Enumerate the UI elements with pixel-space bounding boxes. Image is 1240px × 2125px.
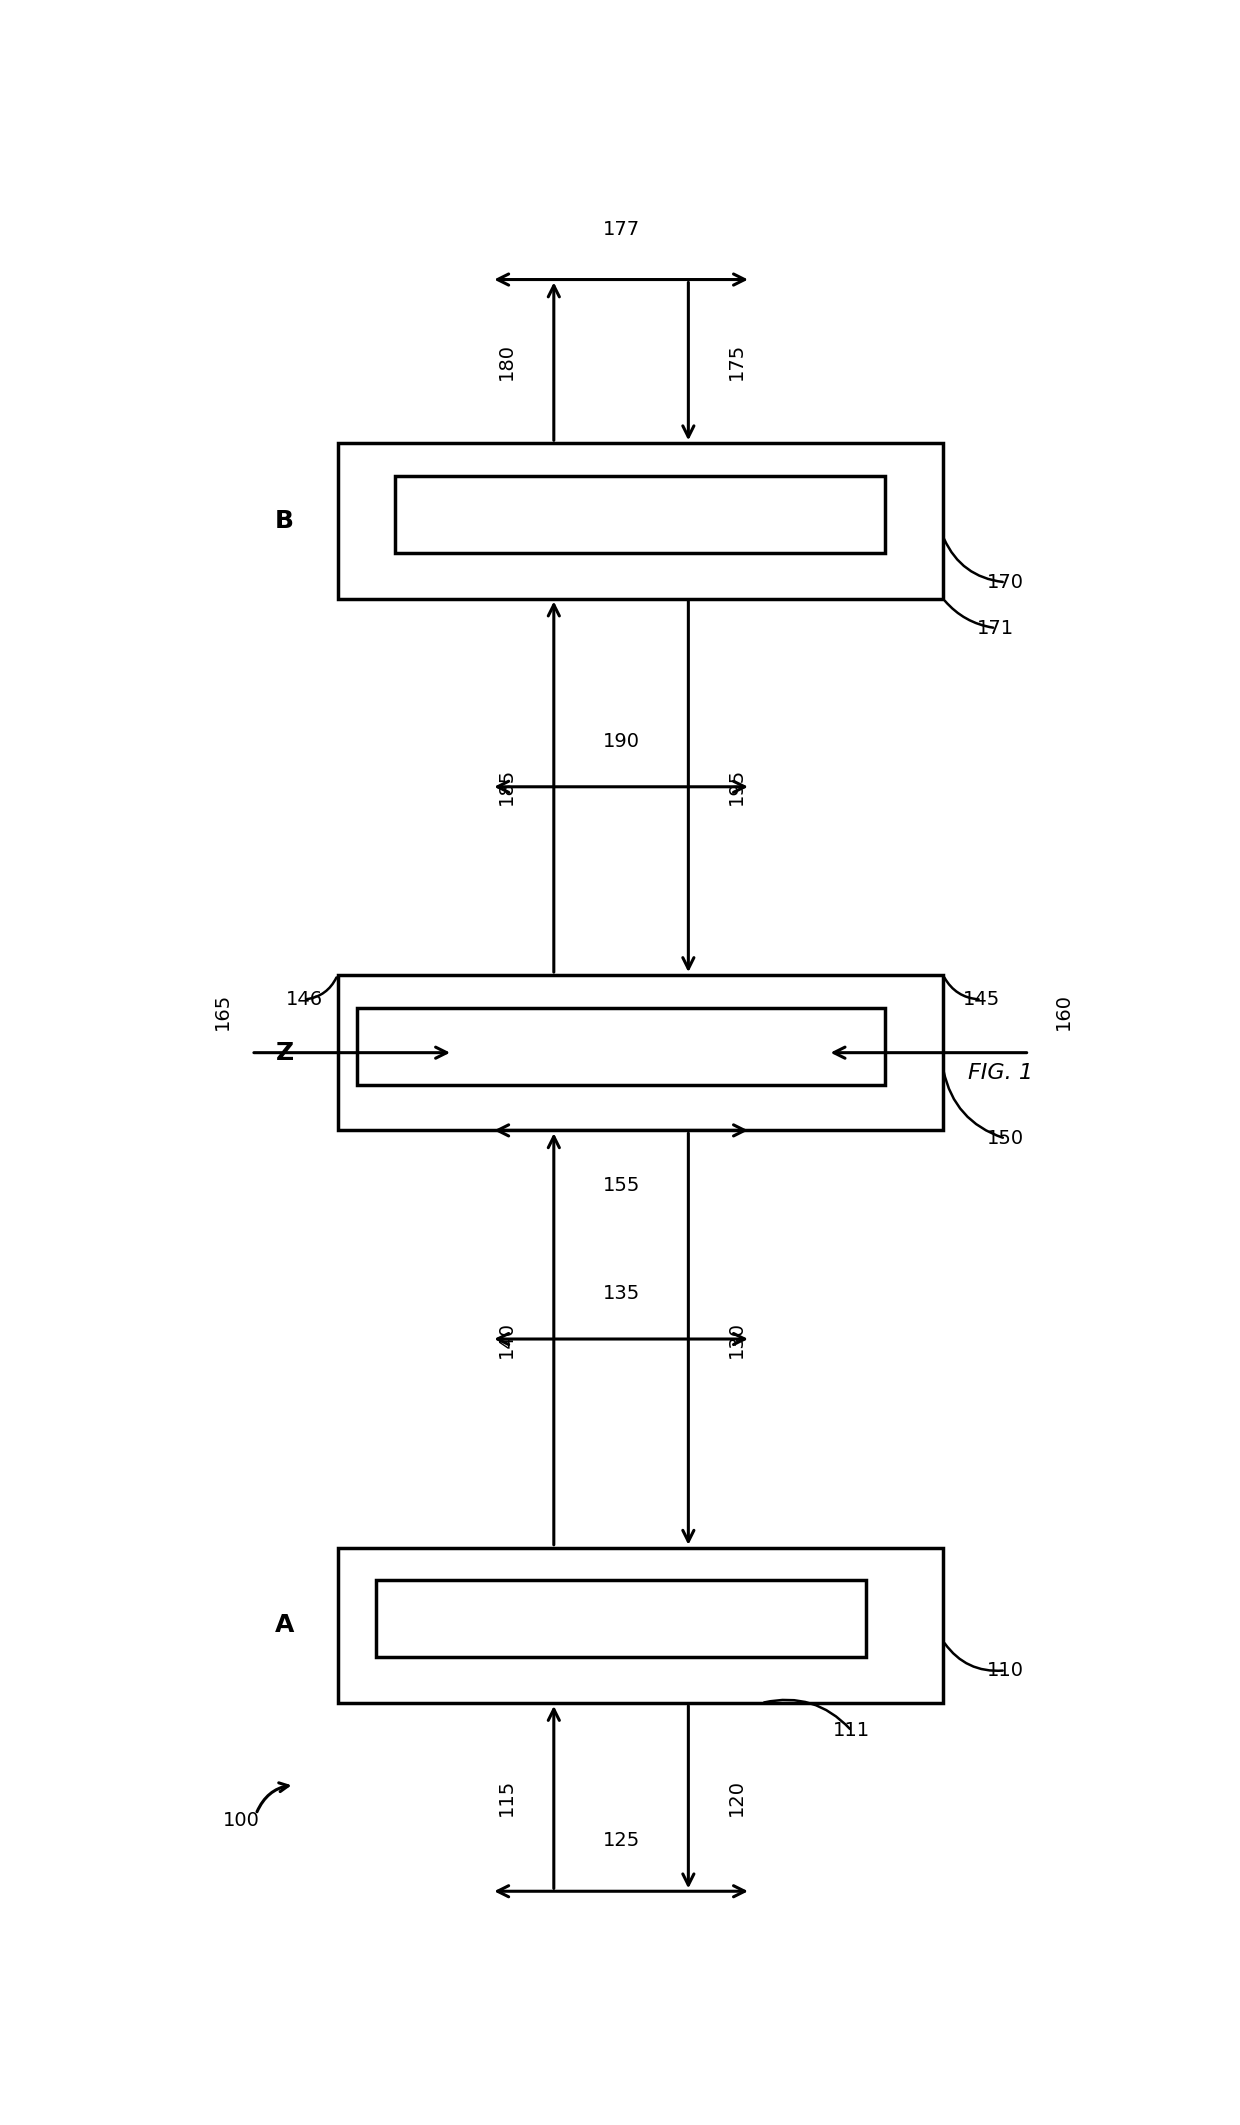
Text: 120: 120 bbox=[727, 1779, 745, 1815]
Text: 195: 195 bbox=[727, 767, 745, 805]
Text: B: B bbox=[275, 508, 294, 533]
Text: 145: 145 bbox=[962, 990, 1001, 1009]
Text: 146: 146 bbox=[285, 990, 322, 1009]
Bar bbox=[357, 1007, 885, 1084]
Text: 190: 190 bbox=[603, 731, 640, 750]
Text: 125: 125 bbox=[603, 1832, 640, 1851]
Text: 180: 180 bbox=[496, 342, 516, 380]
Text: 130: 130 bbox=[727, 1320, 745, 1358]
Bar bbox=[337, 1547, 944, 1702]
Text: A: A bbox=[275, 1613, 294, 1638]
Text: 177: 177 bbox=[603, 219, 640, 238]
Bar bbox=[396, 476, 885, 552]
Text: 150: 150 bbox=[987, 1128, 1024, 1148]
Text: 110: 110 bbox=[987, 1662, 1024, 1681]
Text: 155: 155 bbox=[603, 1177, 640, 1194]
Text: 135: 135 bbox=[603, 1284, 640, 1303]
Text: 185: 185 bbox=[496, 767, 516, 805]
Text: 175: 175 bbox=[727, 342, 745, 380]
Text: 115: 115 bbox=[496, 1779, 516, 1815]
Bar bbox=[337, 975, 944, 1130]
Text: 140: 140 bbox=[496, 1320, 516, 1358]
Bar bbox=[337, 444, 944, 599]
Text: FIG. 1: FIG. 1 bbox=[968, 1062, 1033, 1084]
Text: 160: 160 bbox=[1054, 992, 1073, 1031]
Text: 111: 111 bbox=[833, 1721, 870, 1740]
Text: Z: Z bbox=[275, 1041, 294, 1065]
Text: 170: 170 bbox=[987, 574, 1024, 591]
Text: 165: 165 bbox=[213, 992, 232, 1031]
Text: 171: 171 bbox=[977, 618, 1014, 638]
Bar bbox=[376, 1581, 866, 1658]
Text: 100: 100 bbox=[223, 1810, 260, 1830]
